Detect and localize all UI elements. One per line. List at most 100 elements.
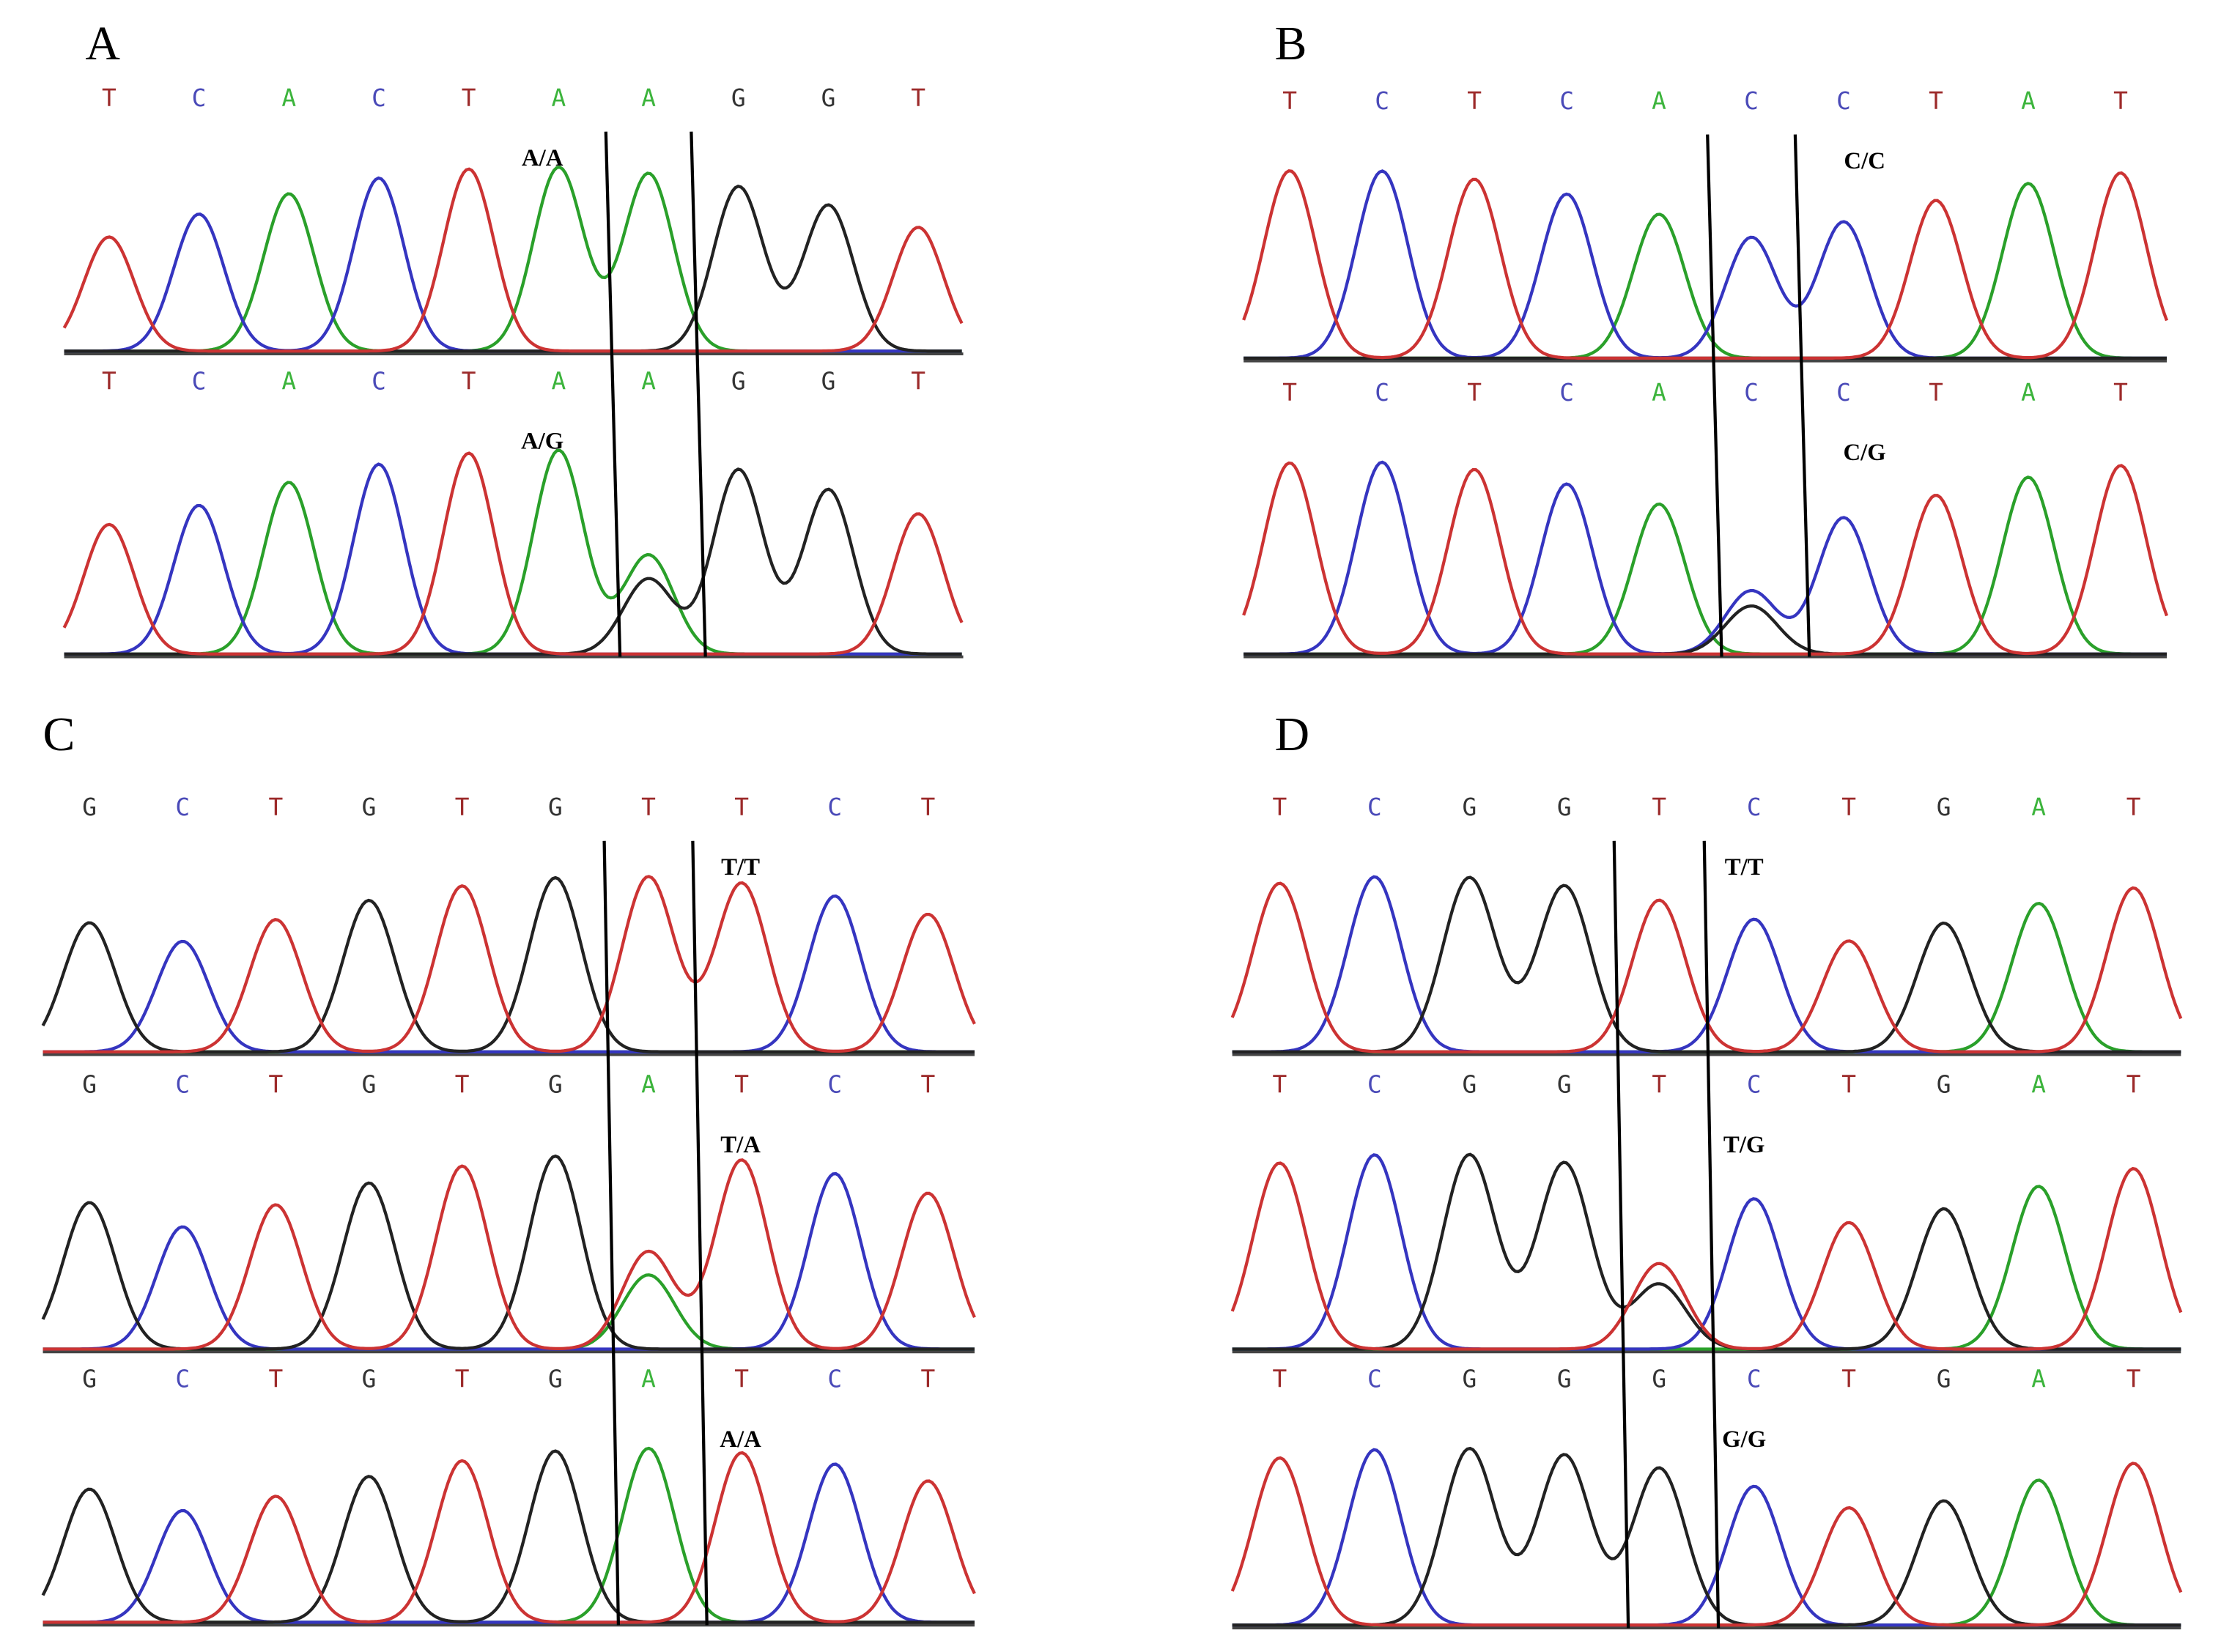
genotype-label: T/T — [1725, 854, 1764, 881]
base-call: T — [269, 793, 284, 821]
base-call: T — [102, 367, 117, 395]
base-call: C — [1367, 1071, 1382, 1099]
base-call: T — [455, 1366, 470, 1393]
snp-marker — [690, 131, 707, 657]
base-call: T — [1841, 1071, 1856, 1099]
base-call: A — [552, 367, 566, 395]
snp-marker — [1793, 134, 1811, 657]
base-call: T — [269, 1071, 284, 1099]
genotype-label: G/G — [1722, 1426, 1766, 1453]
trace — [1232, 1478, 2181, 1627]
base-call: T — [1467, 379, 1482, 407]
genotype-label: A/G — [521, 429, 563, 455]
base-call: G — [1557, 1366, 1572, 1393]
trace — [43, 1446, 975, 1624]
base-call: G — [1462, 1366, 1477, 1393]
base-call: C — [175, 1071, 190, 1099]
base-call: T — [462, 367, 476, 395]
base-call: G — [731, 367, 746, 395]
base-call: G — [548, 1071, 563, 1099]
base-call: C — [175, 1366, 190, 1393]
trace — [62, 167, 964, 353]
base-call: T — [2113, 379, 2128, 407]
base-call: T — [455, 793, 470, 821]
panel: BT C T C A C C T A TC/CT C T C A C C T A TC/G — [1242, 17, 2169, 659]
base-call: T — [734, 1366, 749, 1393]
snp-marker — [604, 131, 622, 657]
base-call: G — [1937, 1366, 1951, 1393]
base-call: G — [1937, 793, 1951, 821]
trace — [1243, 604, 2167, 656]
base-call: T — [1273, 793, 1287, 821]
base-call: C — [1559, 87, 1574, 115]
base-call: A — [2021, 87, 2036, 115]
genotype-label: T/G — [1723, 1132, 1765, 1158]
panel-letter: B — [1275, 17, 1307, 70]
trace — [41, 1154, 975, 1351]
trace — [41, 875, 975, 1053]
base-call: T — [1652, 793, 1666, 821]
base-call: T — [911, 84, 925, 112]
trace — [64, 185, 962, 353]
base-call: G — [362, 1366, 377, 1393]
trace — [62, 451, 964, 656]
genotype-label: T/A — [720, 1132, 761, 1158]
base-call: C — [372, 84, 386, 112]
base-call: T — [1929, 379, 1943, 407]
base-call: C — [1836, 87, 1851, 115]
panel: AT C A C T A A G G TA/AT C A C T A A G G TA/G — [62, 17, 964, 659]
base-call: A — [641, 1366, 656, 1393]
base-call: A — [2021, 379, 2036, 407]
trace — [64, 448, 962, 656]
base-call: T — [1841, 793, 1856, 821]
base-call: T — [921, 1366, 936, 1393]
base-call: C — [1559, 379, 1574, 407]
base-call: A — [641, 84, 656, 112]
base-call: G — [1937, 1071, 1951, 1099]
trace — [43, 1158, 976, 1351]
panel-letter: C — [43, 708, 75, 761]
base-call: C — [192, 367, 207, 395]
base-call: T — [1652, 1071, 1666, 1099]
base-call: T — [921, 793, 936, 821]
base-call: T — [2126, 1071, 2141, 1099]
base-call: A — [1652, 379, 1666, 407]
base-call: T — [1841, 1366, 1856, 1393]
base-call: C — [1747, 1071, 1762, 1099]
panel-letter: A — [86, 17, 120, 70]
base-call: G — [548, 793, 563, 821]
base-call: G — [362, 1071, 377, 1099]
trace — [64, 467, 962, 656]
panel: C G C T G T G T T C T T/T G C T G T G A T C T T/A G C T G T G A T C T A/A — [41, 708, 976, 1627]
base-call: C — [1375, 379, 1389, 407]
snp-marker — [1706, 134, 1723, 657]
base-call: A — [2031, 1366, 2046, 1393]
base-call: C — [1744, 87, 1759, 115]
base-call: C — [1836, 379, 1851, 407]
base-call: G — [82, 1366, 97, 1393]
base-call: G — [821, 84, 836, 112]
trace — [43, 1451, 976, 1624]
trace — [43, 875, 976, 1053]
trace — [1232, 1448, 2181, 1627]
trace — [41, 1449, 975, 1624]
base-call: G — [82, 793, 97, 821]
genotype-label: C/G — [1843, 440, 1885, 466]
trace — [43, 1462, 975, 1624]
base-call: C — [175, 793, 190, 821]
snp-marker — [1702, 840, 1721, 1629]
trace — [1232, 1152, 2181, 1351]
base-call: A — [281, 84, 296, 112]
base-call: G — [1462, 1071, 1477, 1099]
base-call: T — [462, 84, 476, 112]
snp-marker — [602, 840, 621, 1626]
trace — [1243, 475, 2167, 656]
base-call: C — [1367, 793, 1382, 821]
base-call: C — [1744, 379, 1759, 407]
snp-marker — [1612, 840, 1630, 1629]
base-call: T — [1282, 379, 1297, 407]
base-call: G — [1557, 793, 1572, 821]
base-call: T — [2126, 1366, 2141, 1393]
base-call: T — [921, 1071, 936, 1099]
